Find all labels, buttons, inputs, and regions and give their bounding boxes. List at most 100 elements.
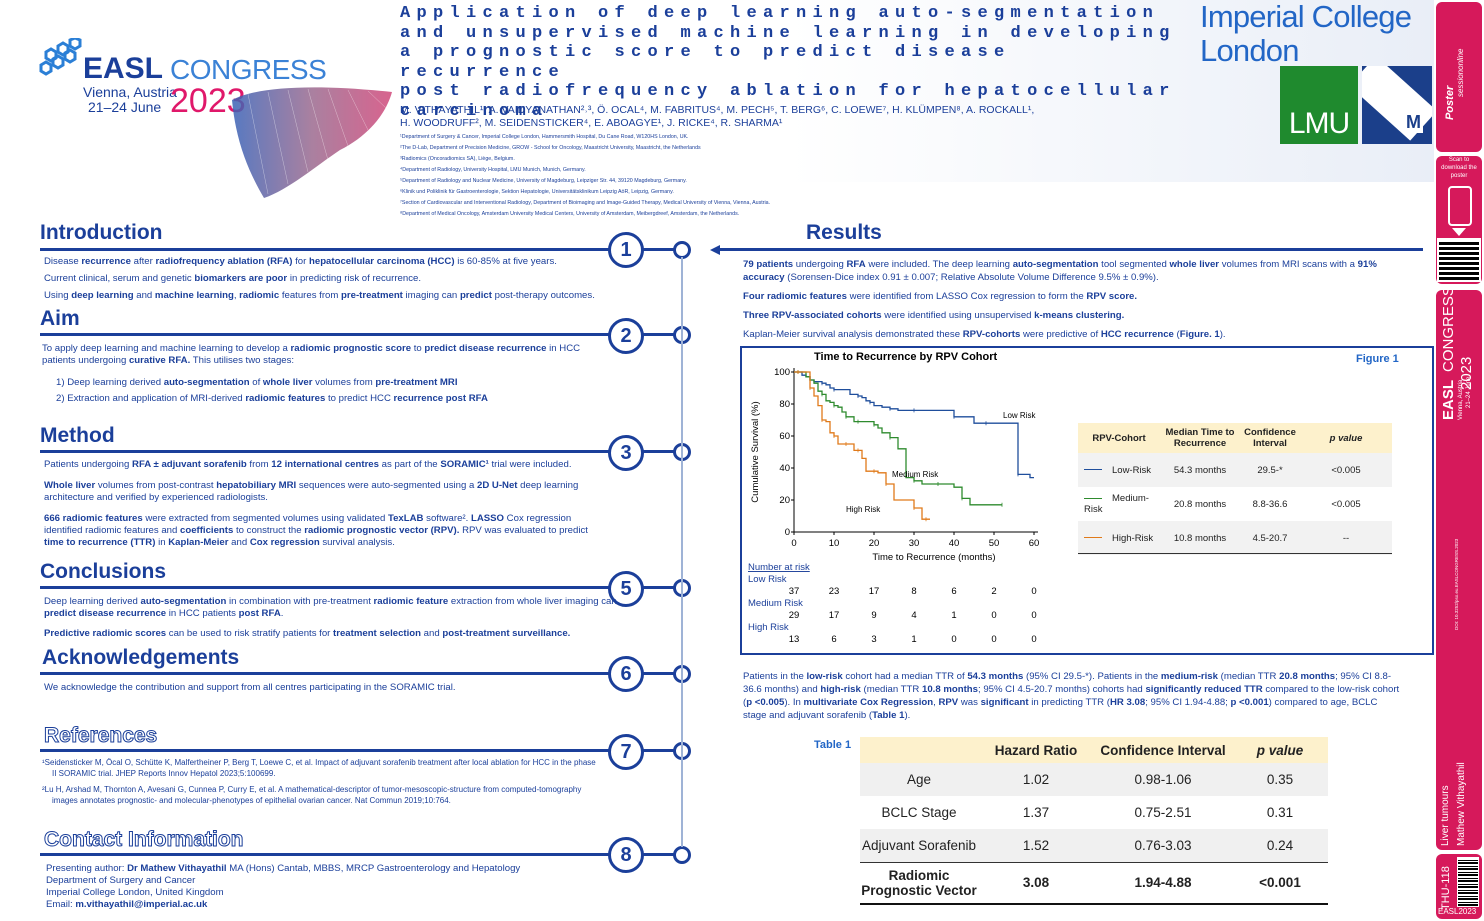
timeline-node — [673, 846, 691, 864]
p-cell: <0.005 — [1331, 498, 1361, 510]
cohort-cell: Low-Risk — [1078, 453, 1160, 487]
table1-cell: 0.76-3.03 — [1134, 837, 1192, 853]
bold-text: pre-treatment — [341, 290, 403, 301]
sidebar-main: CONGRESS 2023 EASL Vienna, Austria 21–24… — [1436, 286, 1482, 850]
contact-line: Email: m.vithayathil@imperial.ac.uk — [46, 899, 208, 910]
congress-place: Vienna, Austria — [83, 84, 177, 100]
bold-text: pre-treatment MRI — [375, 377, 458, 388]
table1-row: Age 1.02 0.98-1.06 0.35 — [860, 763, 1328, 796]
risk-value: 2 — [991, 586, 996, 597]
paragraph: Whole liver volumes from post-contrast h… — [44, 480, 579, 503]
results-heading: Results — [806, 221, 882, 244]
x-tick-label: 30 — [909, 538, 920, 549]
rpv-table: RPV-Cohort Median Time to Recurrence Con… — [1078, 423, 1392, 555]
table-row: High-Risk 10.8 months 4.5-20.7 -- — [1078, 521, 1392, 555]
p-cell: -- — [1342, 532, 1350, 544]
bold-text: biomarkers are poor — [194, 273, 288, 284]
results-body: 79 patients undergoing RFA were included… — [743, 258, 1413, 347]
title-line: carcinoma — [400, 101, 549, 121]
bold-text: radiofrequency ablation (RFA) — [155, 256, 293, 267]
results-para2: Patients in the low-risk cohort had a me… — [743, 671, 1400, 721]
results-arrow — [710, 245, 720, 255]
bold-text: 2D U-Net — [476, 480, 518, 491]
sidebar-congress-place: Vienna, Austria — [1458, 379, 1464, 420]
x-tick-label: 10 — [829, 538, 840, 549]
risk-value: 0 — [991, 634, 996, 645]
bold-text: predict — [459, 290, 492, 301]
bold-text: low-risk — [806, 671, 843, 682]
series-line — [794, 371, 930, 520]
risk-value: 9 — [871, 610, 876, 621]
ack-heading: Acknowledgements — [42, 646, 240, 669]
bold-text: time to recurrence (TTR) — [44, 537, 156, 548]
phone-icon — [1448, 186, 1472, 226]
median-cell: 20.8 months — [1173, 498, 1227, 510]
bold-text: auto-segmentation — [1012, 259, 1099, 270]
bold-text: RPV score. — [1086, 291, 1138, 302]
title-line: and unsupervised machine learning in dev… — [400, 23, 1176, 43]
header-background — [0, 0, 1434, 182]
chart-title: Time to Recurrence by RPV Cohort — [814, 351, 998, 363]
sidebar-congress-word: CONGRESS — [1440, 286, 1457, 372]
sidebar-top: Poster sessiononline — [1436, 2, 1482, 152]
risk-value: 0 — [1031, 634, 1036, 645]
easl-logo: EASL CONGRESS Vienna, Austria 21–24 June… — [38, 38, 338, 120]
y-tick-label: 20 — [779, 495, 790, 506]
risk-value: 17 — [869, 586, 880, 597]
series-label: Low Risk — [1003, 411, 1036, 420]
affiliation: ⁴Department of Radiology, University Hos… — [400, 167, 586, 173]
risk-value: 37 — [789, 586, 800, 597]
table1-cell: 0.75-2.51 — [1134, 805, 1192, 820]
imperial-line2: London — [1200, 33, 1299, 68]
bold-text: 10.8 months — [922, 684, 978, 695]
x-tick-label: 20 — [869, 538, 880, 549]
bold-text: 91% accuracy — [743, 259, 1377, 283]
bold-text: curative RFA. — [128, 355, 191, 366]
method-heading: Method — [40, 424, 115, 447]
lmu-logo: LMU — [1280, 66, 1358, 144]
table-header: p value — [1329, 432, 1363, 444]
bold-text: radiomic prognostic vector (RPV). — [304, 525, 460, 536]
down-arrow-icon — [1452, 228, 1466, 236]
figure-label: Figure 1 — [1356, 353, 1399, 365]
conclusions-bar — [40, 586, 680, 589]
bold-text: k-means clustering. — [1034, 310, 1125, 321]
bold-text: Whole liver — [44, 480, 96, 491]
bold-text: predict disease recurrence — [44, 608, 167, 619]
aim-heading: Aim — [40, 307, 80, 330]
bold-text: coefficients — [180, 525, 234, 536]
table1-cell: 3.08 — [1022, 875, 1050, 891]
liver-illustration — [232, 87, 392, 198]
affiliation: ³Radiomics (Oncoradiomics SA), Liège, Be… — [400, 156, 515, 162]
section-number: 2 — [608, 318, 644, 354]
risk-value: 0 — [991, 610, 996, 621]
bold-text: auto-segmentation — [163, 377, 250, 388]
y-tick-label: 60 — [779, 431, 790, 442]
bold-text: deep learning — [71, 290, 134, 301]
legend-swatch — [1084, 537, 1102, 539]
bold-text: treatment selection — [333, 628, 422, 639]
bold-text: radiomic features — [245, 393, 326, 404]
bold-text: Table 1 — [872, 710, 905, 721]
risk-value: 23 — [829, 586, 840, 597]
references-body: ¹Seidensticker M, Öcal O, Schütte K, Mal… — [42, 757, 602, 811]
timeline-line — [681, 257, 683, 847]
paragraph: Patients undergoing RFA ± adjuvant soraf… — [44, 459, 572, 470]
bold-text: Predictive radiomic scores — [44, 628, 167, 639]
scan-line: poster — [1450, 173, 1468, 179]
bold-text: whole liver — [262, 377, 313, 388]
ci-cell: 4.5-20.7 — [1252, 532, 1288, 544]
table1-cell: 1.94-4.88 — [1134, 875, 1192, 891]
affiliation: ⁷Section of Cardiovascular and Intervent… — [400, 200, 771, 206]
contact-bar — [40, 853, 680, 856]
qr-code[interactable] — [1437, 238, 1481, 282]
method-body: Patients undergoing RFA ± adjuvant soraf… — [44, 459, 609, 558]
contact-heading: Contact Information — [44, 828, 244, 852]
scan-text: Scan to download the poster — [1436, 156, 1482, 180]
authors-line: H. WOODRUFF², M. SEIDENSTICKER⁴, E. ABOA… — [400, 117, 783, 129]
bold-text: TexLAB — [387, 513, 424, 524]
table1-row: BCLC Stage 1.37 0.75-2.51 0.31 — [860, 796, 1328, 829]
imperial-logo: Imperial College London — [1200, 0, 1412, 68]
risk-value: 6 — [831, 634, 836, 645]
series-label: Medium Risk — [892, 470, 939, 479]
